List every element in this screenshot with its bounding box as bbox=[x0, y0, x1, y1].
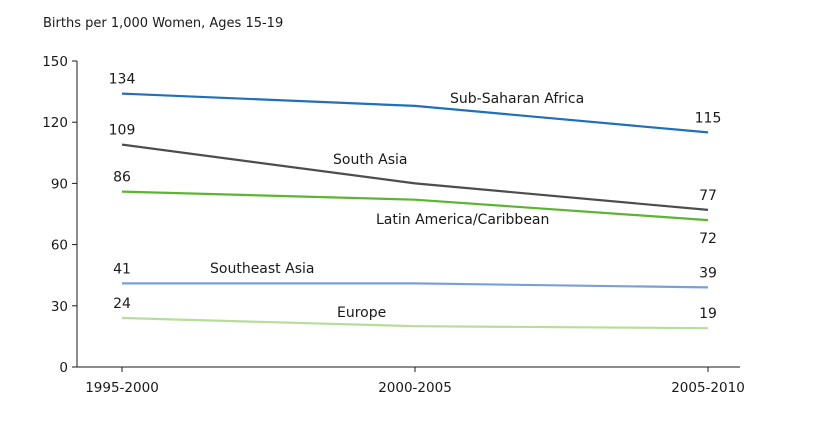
data-label: 72 bbox=[699, 231, 717, 247]
data-label: 134 bbox=[109, 72, 136, 88]
x-tick-label: 2000-2005 bbox=[378, 380, 452, 396]
data-label: 39 bbox=[699, 265, 717, 281]
series-name-label: Latin America/Caribbean bbox=[376, 212, 549, 228]
series-line bbox=[121, 316, 709, 330]
y-tick-label: 90 bbox=[51, 176, 68, 192]
data-label: 109 bbox=[109, 123, 136, 139]
data-label: 115 bbox=[695, 110, 722, 126]
data-labels: 134 115 109 77 86 72 41 39 24 19 bbox=[109, 72, 722, 323]
data-label: 77 bbox=[699, 188, 717, 204]
y-tick-label: 120 bbox=[42, 115, 68, 131]
series-line bbox=[121, 143, 709, 211]
y-tick-label: 0 bbox=[59, 360, 68, 376]
data-label: 41 bbox=[113, 261, 131, 277]
series-lines bbox=[121, 92, 709, 330]
x-tick-label: 2005-2010 bbox=[671, 380, 745, 396]
data-label: 86 bbox=[113, 170, 131, 186]
series-name-label: Europe bbox=[337, 305, 386, 321]
axes: 0 30 60 90 120 150 1995-2000 2000-2005 2005-2010 bbox=[42, 54, 745, 396]
data-label: 19 bbox=[699, 306, 717, 322]
series-name-label: Southeast Asia bbox=[210, 261, 314, 277]
y-tick-label: 60 bbox=[51, 238, 68, 254]
data-label: 24 bbox=[113, 296, 131, 312]
series-line bbox=[121, 92, 709, 134]
series-name-label: South Asia bbox=[333, 152, 407, 168]
y-axis-title: Births per 1,000 Women, Ages 15-19 bbox=[43, 16, 283, 31]
y-tick-label: 150 bbox=[42, 54, 68, 70]
series-line bbox=[122, 282, 709, 289]
series-line bbox=[121, 190, 709, 222]
y-tick-label: 30 bbox=[51, 299, 68, 315]
series-name-label: Sub-Saharan Africa bbox=[450, 91, 584, 107]
x-tick-label: 1995-2000 bbox=[85, 380, 159, 396]
series-labels: Sub-Saharan Africa South Asia Latin Americ… bbox=[210, 91, 584, 321]
